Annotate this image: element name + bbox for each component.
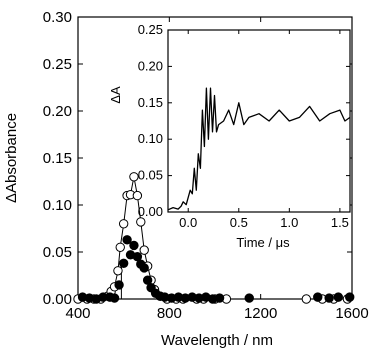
inset-x-tick-label: 0.5 <box>230 215 248 230</box>
main-series-1-point <box>132 252 143 262</box>
main-series-0-point <box>136 217 146 227</box>
main-series-1-point <box>109 293 120 303</box>
main-series-1-point <box>324 293 334 303</box>
inset-y-tick-label: 0.20 <box>138 58 163 73</box>
main-x-tick-label: 1200 <box>244 305 277 322</box>
inset-y-tick-label: 0.00 <box>138 204 163 219</box>
main-y-tick-label: 0.10 <box>43 197 72 214</box>
main-series-0-point <box>115 242 125 253</box>
inset-frame <box>167 29 351 213</box>
main-y-tick-label: 0.15 <box>43 150 72 167</box>
main-y-tick-label: 0.25 <box>43 56 72 73</box>
main-x-tick-label: 1600 <box>335 305 368 322</box>
inset-y-tick-label: 0.05 <box>138 168 163 183</box>
main-series-1-point <box>129 240 139 251</box>
main-y-tick-label: 0.00 <box>43 291 72 308</box>
inset-x-tick-label: 1.5 <box>331 215 349 230</box>
main-series-1-point <box>142 275 153 285</box>
inset-x-tick-label: 0.0 <box>179 215 197 230</box>
main-series-0-point <box>301 294 312 304</box>
main-series-0-point <box>129 172 139 182</box>
main-y-tick-label: 0.20 <box>43 103 72 120</box>
main-series-0-point <box>113 266 123 276</box>
inset-x-axis-label: Time / μs <box>236 235 290 250</box>
inset-x-tick-label: 1.0 <box>280 215 298 230</box>
inset-kinetic-trace <box>167 87 351 211</box>
inset-plot: 0.0 0.5 1.0 1.5 0.00 0.05 0.10 0.15 0.20 0.25 Time… <box>108 22 351 250</box>
main-series-0-point <box>118 219 129 229</box>
main-series-0-point <box>139 245 149 255</box>
main-x-tick-label: 400 <box>65 305 90 322</box>
inset-y-axis-label: ΔA <box>108 86 123 104</box>
main-y-axis-label: ΔAbsorbance <box>3 113 20 203</box>
main-series-1-point <box>333 292 343 302</box>
main-series-1-point <box>313 292 323 302</box>
main-series-1-point <box>345 292 355 302</box>
main-series-1-point <box>114 280 124 290</box>
main-series-1-point <box>139 263 149 273</box>
inset-y-tick-label: 0.10 <box>138 131 163 146</box>
main-series-1-point <box>244 293 254 303</box>
inset-y-tick-label: 0.15 <box>138 95 163 110</box>
main-series-1-point <box>118 258 129 268</box>
main-plot: 400 800 1200 16000.000.050.100.150.200.250.… <box>3 9 369 349</box>
main-y-tick-label: 0.05 <box>43 244 72 261</box>
inset-y-tick-label: 0.25 <box>138 22 163 37</box>
main-series-0-point <box>132 190 143 201</box>
main-series-1-point <box>214 293 225 303</box>
main-x-axis-label: Wavelength / nm <box>161 332 273 349</box>
main-series-1-point <box>122 235 132 245</box>
main-x-tick-label: 800 <box>157 305 182 322</box>
main-y-tick-label: 0.30 <box>43 9 72 26</box>
